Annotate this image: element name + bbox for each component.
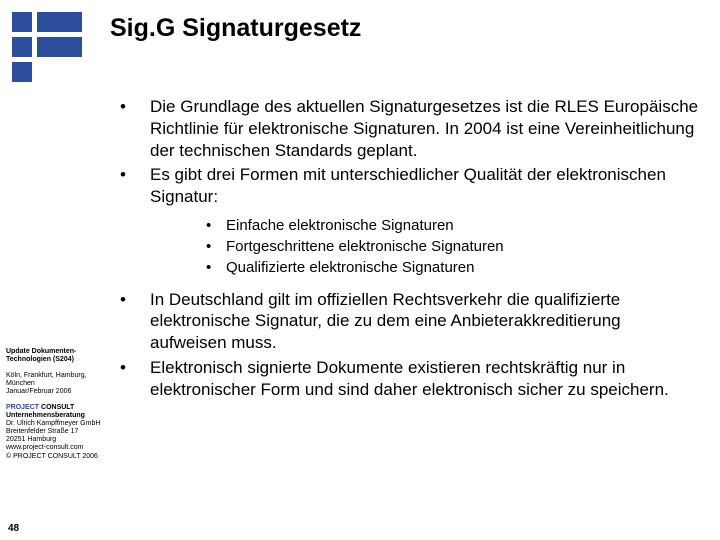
bullet-list-sub: Einfache elektronische Signaturen Fortge… — [110, 216, 700, 279]
sidebar-copyright: © PROJECT CONSULT 2006 — [6, 453, 102, 461]
sidebar-org-sub: Unternehmensberatung — [6, 412, 102, 420]
sidebar-org: PROJECT CONSULT — [6, 404, 102, 412]
sub-bullet-item: Qualifizierte elektronische Signaturen — [200, 258, 700, 278]
sidebar-addr2: 20251 Hamburg — [6, 436, 102, 444]
sub-bullet-item: Einfache elektronische Signaturen — [200, 216, 700, 236]
footer-sidebar: Update Dokumenten-Technologien (S204) Kö… — [6, 348, 102, 469]
bullet-item: Elektronisch signierte Dokumente existie… — [110, 357, 700, 401]
slide-content: Die Grundlage des aktuellen Signaturgese… — [110, 96, 700, 403]
sub-bullet-item: Fortgeschrittene elektronische Signature… — [200, 237, 700, 257]
sidebar-addr1: Breitenfelder Straße 17 — [6, 428, 102, 436]
bullet-item: Es gibt drei Formen mit unterschiedliche… — [110, 164, 700, 208]
sidebar-web: www.project-consult.com — [6, 444, 102, 452]
sidebar-org-consult: CONSULT — [41, 404, 74, 411]
bullet-item: Die Grundlage des aktuellen Signaturgese… — [110, 96, 700, 161]
sidebar-date: Januar/Februar 2006 — [6, 388, 102, 396]
sidebar-cities: Köln, Frankfurt, Hamburg, München — [6, 372, 102, 388]
brand-logo — [12, 12, 82, 82]
slide-title: Sig.G Signaturgesetz — [110, 14, 361, 43]
sidebar-org-gmbh: Dr. Ulrich Kampffmeyer GmbH — [6, 420, 102, 428]
page-number: 48 — [8, 523, 19, 534]
sidebar-org-project: PROJECT — [6, 404, 39, 411]
bullet-item: In Deutschland gilt im offiziellen Recht… — [110, 289, 700, 354]
bullet-list-top: Die Grundlage des aktuellen Signaturgese… — [110, 96, 700, 208]
bullet-list-bottom: In Deutschland gilt im offiziellen Recht… — [110, 289, 700, 401]
sidebar-doc-title: Update Dokumenten-Technologien (S204) — [6, 348, 102, 364]
